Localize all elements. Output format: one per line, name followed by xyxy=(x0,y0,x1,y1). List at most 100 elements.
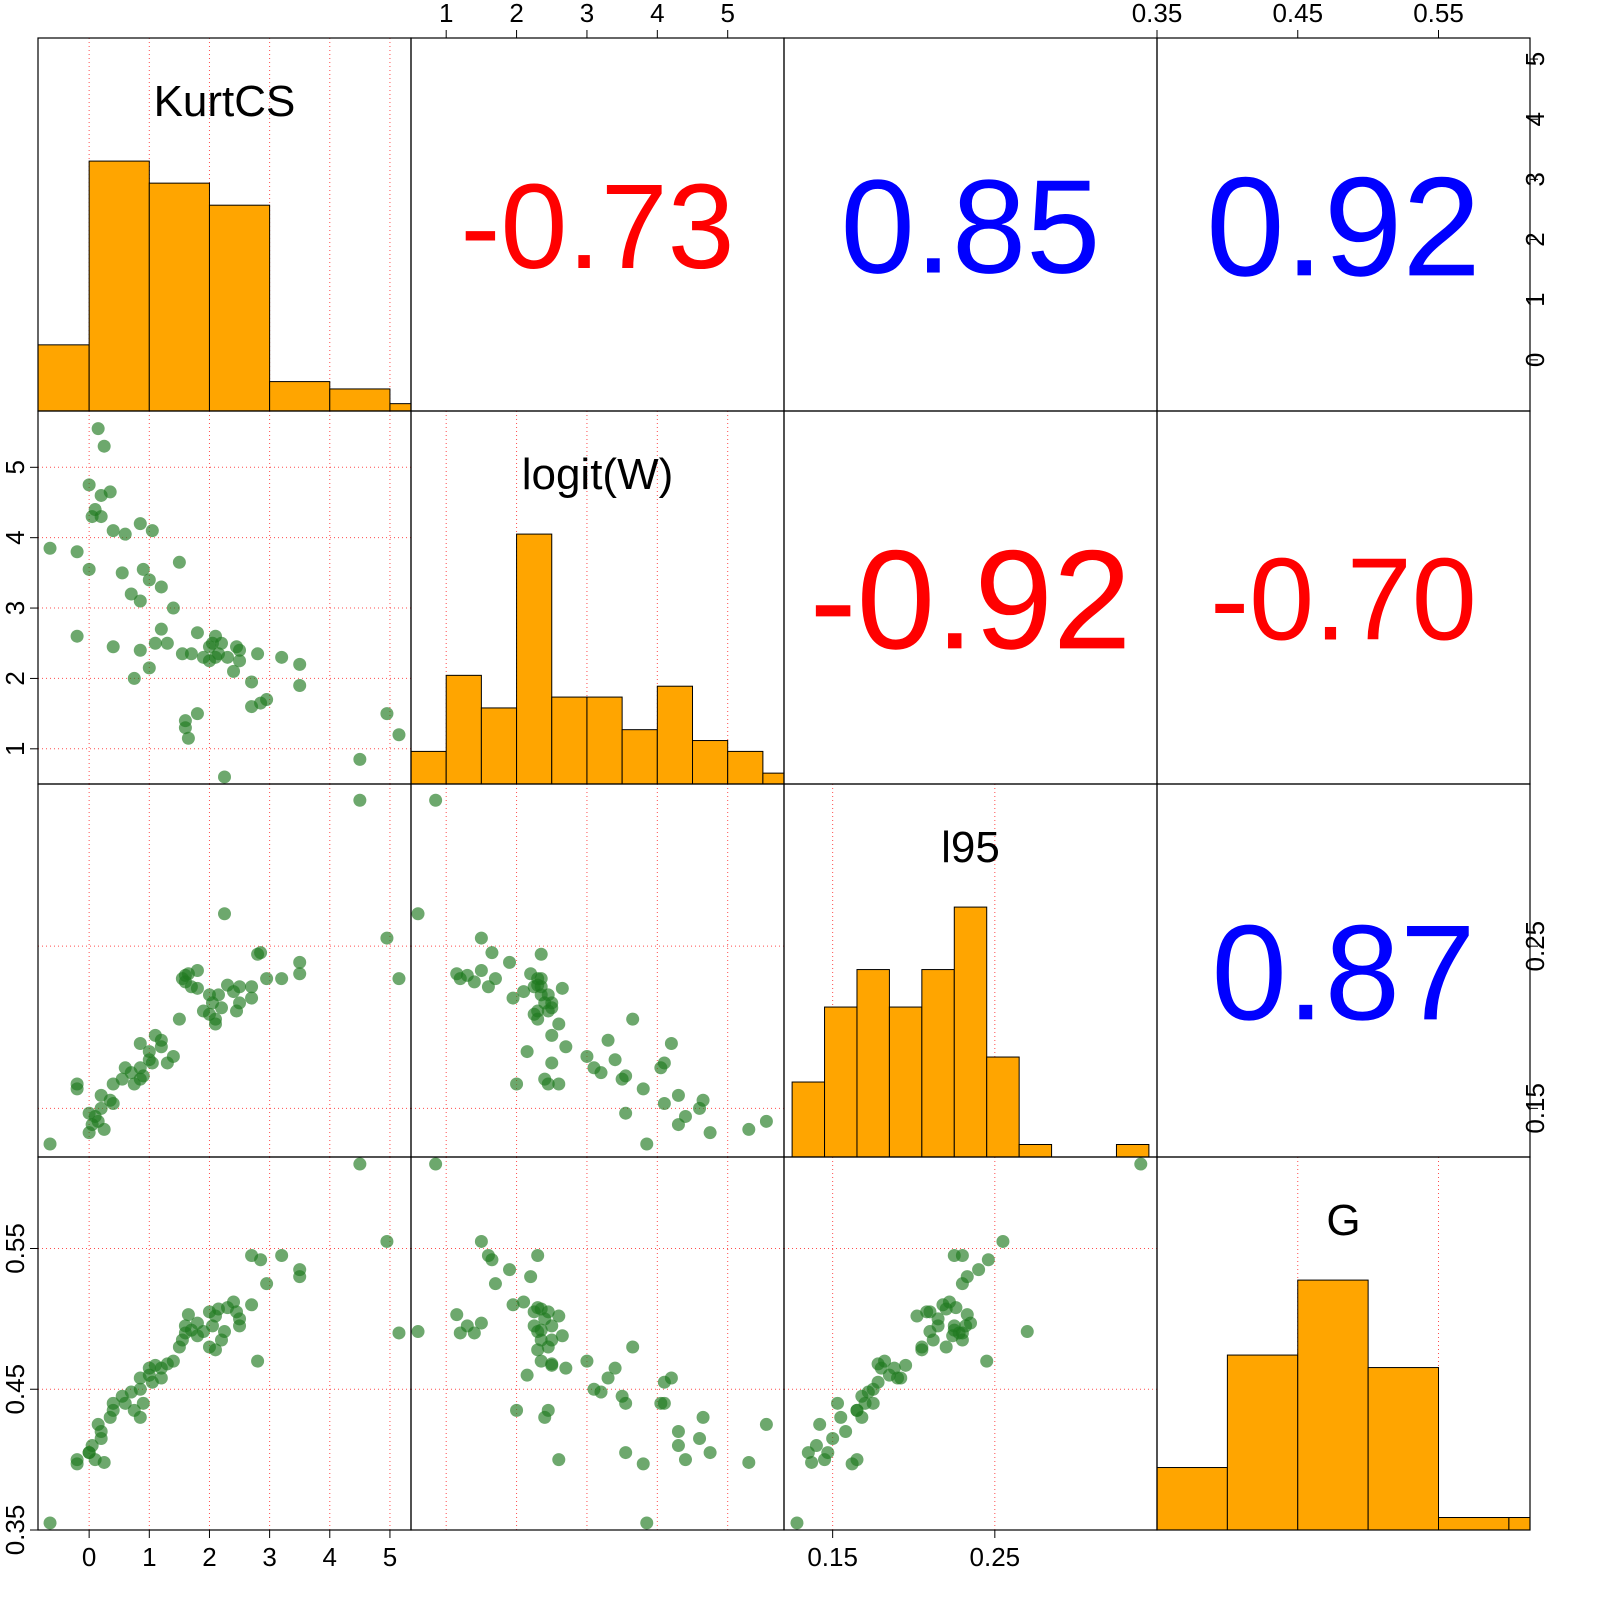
y-tick-label: 4 xyxy=(0,530,30,544)
scatter-point xyxy=(559,1361,573,1375)
correlation-label: 0.85 xyxy=(841,153,1101,302)
scatter-point xyxy=(619,1106,633,1120)
scatter-point xyxy=(172,555,186,569)
scatter-point xyxy=(626,1340,640,1354)
scatter-point xyxy=(166,1049,180,1063)
scatter-point xyxy=(809,1439,823,1453)
scatter-point xyxy=(555,981,569,995)
scatter-point xyxy=(190,981,204,995)
scatter-point xyxy=(980,1354,994,1368)
scatter-point xyxy=(587,1061,601,1075)
scatter-point xyxy=(474,964,488,977)
scatter-point xyxy=(926,1333,940,1347)
panel-border xyxy=(1156,1156,1531,1531)
scatter-point xyxy=(260,693,274,707)
scatter-point xyxy=(260,1277,274,1291)
scatter-point xyxy=(474,931,488,945)
correlation-label: 0.92 xyxy=(1206,147,1481,305)
scatter-point xyxy=(531,1301,545,1315)
y-tick-label: 5 xyxy=(1520,52,1550,66)
scatter-point xyxy=(545,1333,559,1347)
scatter-point xyxy=(657,1096,671,1110)
correlation-label: -0.73 xyxy=(460,160,734,294)
scatter-point xyxy=(587,1382,601,1396)
scatter-point xyxy=(97,1455,111,1469)
scatter-point xyxy=(190,626,204,640)
histogram-bar xyxy=(1115,1144,1150,1158)
scatter-point xyxy=(601,1033,615,1047)
scatter-point xyxy=(70,1082,84,1096)
scatter-point xyxy=(43,1137,57,1151)
scatter-point xyxy=(552,1017,566,1031)
correlation-label: -0.70 xyxy=(1210,534,1477,665)
scatter-point xyxy=(939,1340,953,1354)
scatter-point xyxy=(608,1361,622,1375)
scatter-point xyxy=(619,1446,633,1460)
y-tick-label: 5 xyxy=(0,460,30,474)
scatter-point xyxy=(552,1077,566,1091)
scatter-point xyxy=(154,580,168,594)
scatter-point xyxy=(172,1012,186,1026)
scatter-point xyxy=(293,657,307,671)
scatter-point xyxy=(488,972,502,986)
scatter-point xyxy=(133,643,147,657)
histogram-bar xyxy=(791,1081,826,1158)
y-tick-label: 0 xyxy=(1520,353,1550,367)
scatter-point xyxy=(227,664,241,678)
scatter-point xyxy=(82,478,96,492)
scatter-point xyxy=(640,1516,654,1530)
scatter-point xyxy=(531,1343,545,1357)
scatter-point xyxy=(293,967,307,981)
scatter-point xyxy=(899,1358,913,1372)
scatter-point xyxy=(759,1114,773,1128)
scatter-point xyxy=(136,1069,150,1083)
scatter-point xyxy=(931,1312,945,1326)
scatter-point xyxy=(520,1368,534,1382)
scatter-point xyxy=(545,1028,559,1042)
x-tick-label: 0.35 xyxy=(1132,0,1183,28)
scatter-point xyxy=(619,1069,633,1083)
scatter-point xyxy=(671,1088,685,1102)
scatter-point xyxy=(43,541,57,555)
panel-border xyxy=(37,783,412,1158)
scatter-point xyxy=(233,996,247,1010)
scatter-point xyxy=(115,566,129,580)
x-tick-label: 0 xyxy=(82,1542,96,1572)
scatter-point xyxy=(94,1101,108,1115)
panel-border xyxy=(410,1156,785,1531)
scatter-point xyxy=(94,1424,108,1438)
scatter-point xyxy=(175,647,189,661)
y-tick-label: 4 xyxy=(1520,112,1550,126)
scatter-point xyxy=(858,1396,872,1410)
scatter-point xyxy=(538,1312,552,1326)
scatter-point xyxy=(580,1049,594,1063)
scatter-point xyxy=(894,1371,908,1385)
scatter-point xyxy=(115,1072,129,1086)
scatter-point xyxy=(94,1088,108,1102)
histogram-bar xyxy=(1508,1517,1531,1531)
scatter-point xyxy=(671,1424,685,1438)
scatter-point xyxy=(871,1375,885,1389)
x-tick-label: 2 xyxy=(509,0,523,28)
scatter-point xyxy=(503,955,517,969)
scatter-point xyxy=(538,1410,552,1424)
scatter-point xyxy=(233,1319,247,1333)
scatter-point xyxy=(353,1157,367,1171)
scatter-point xyxy=(154,1371,168,1385)
scatter-point xyxy=(636,1457,650,1471)
y-tick-label: 1 xyxy=(1520,292,1550,306)
scatter-point xyxy=(353,793,367,807)
scatter-point xyxy=(127,671,141,685)
scatter-point xyxy=(181,1308,195,1322)
scatter-point xyxy=(70,545,84,559)
histogram-bar xyxy=(1018,1144,1053,1158)
scatter-point xyxy=(97,439,111,453)
histogram-bar xyxy=(148,182,210,412)
scatter-point xyxy=(145,524,159,538)
scatter-point xyxy=(133,1371,147,1385)
scatter-point xyxy=(380,707,394,721)
scatter-point xyxy=(208,1017,222,1031)
scatter-point xyxy=(474,1234,488,1248)
scatter-point xyxy=(43,1516,57,1530)
scatter-point xyxy=(485,946,499,960)
